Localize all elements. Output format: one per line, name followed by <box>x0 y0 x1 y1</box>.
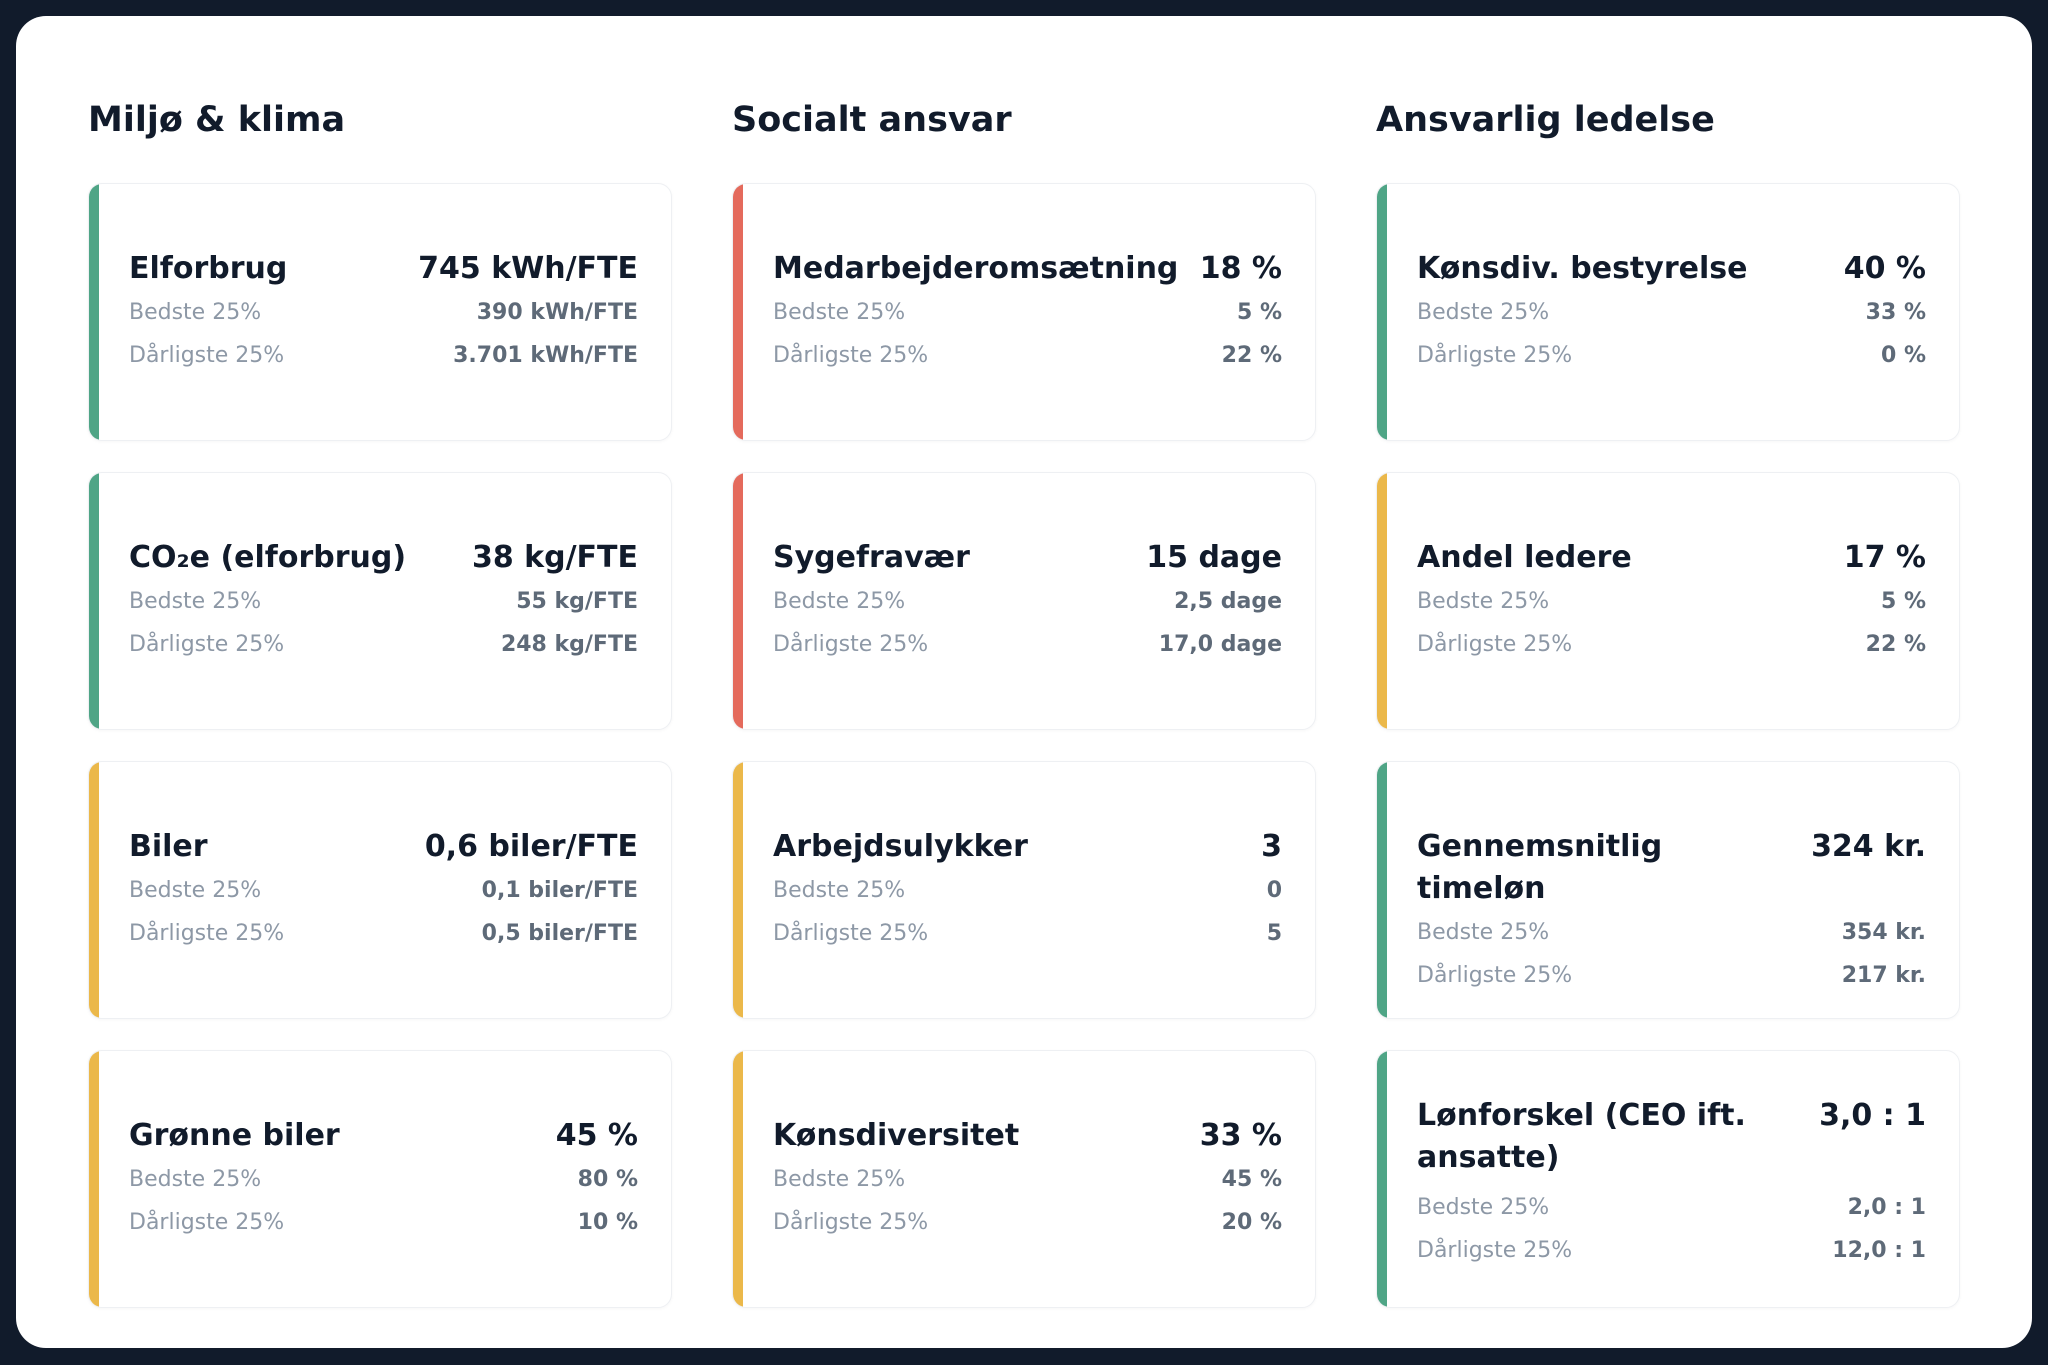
best-value: 0 <box>1266 878 1282 903</box>
metric-name: Gennemsnitlig timeløn <box>1417 829 1663 906</box>
metric-name: Elforbrug <box>129 251 288 286</box>
metric-value: 17 % <box>1843 540 1926 575</box>
metric-card-andel-ledere[interactable]: Andel ledere 17 % Bedste 25% 5 % Dårligste… <box>1376 472 1960 730</box>
best-label: Bedste 25% <box>1417 1195 1550 1220</box>
best-label: Bedste 25% <box>773 589 906 614</box>
column-title: Miljø & klima <box>88 100 346 140</box>
metric-card-arbejdsulykker[interactable]: Arbejdsulykker 3 Bedste 25% 0 Dårligste 25… <box>732 761 1316 1019</box>
best-label: Bedste 25% <box>773 878 906 903</box>
worst-label: Dårligste 25% <box>773 632 929 657</box>
metric-value: 45 % <box>555 1118 638 1153</box>
worst-label: Dårligste 25% <box>129 343 285 368</box>
metric-name: Grønne biler <box>129 1118 340 1153</box>
card-list: Kønsdiv. bestyrelse 40 % Bedste 25% 33 % D… <box>1376 183 1960 1308</box>
best-value: 2,0 : 1 <box>1847 1195 1926 1220</box>
column-title: Socialt ansvar <box>732 100 1012 140</box>
metric-card-loenforskel[interactable]: Lønforskel (CEO ift. ansatte) 3,0 : 1 Bed… <box>1376 1050 1960 1308</box>
best-value: 45 % <box>1221 1167 1282 1192</box>
worst-label: Dårligste 25% <box>1417 963 1573 988</box>
worst-value: 3.701 kWh/FTE <box>453 343 638 368</box>
best-label: Bedste 25% <box>773 1167 906 1192</box>
best-value: 80 % <box>577 1167 638 1192</box>
metric-card-sygefravaer[interactable]: Sygefravær 15 dage Bedste 25% 2,5 dage Dår… <box>732 472 1316 730</box>
metric-value: 15 dage <box>1146 540 1282 575</box>
metric-value: 324 kr. <box>1811 829 1926 864</box>
worst-value: 5 <box>1266 921 1282 946</box>
metric-name: Andel ledere <box>1417 540 1632 575</box>
worst-label: Dårligste 25% <box>1417 632 1573 657</box>
metric-name: Kønsdiversitet <box>773 1118 1020 1153</box>
worst-label: Dårligste 25% <box>1417 1238 1573 1263</box>
worst-value: 10 % <box>577 1210 638 1235</box>
worst-label: Dårligste 25% <box>129 1210 285 1235</box>
best-label: Bedste 25% <box>129 300 262 325</box>
metric-name: Medarbejderomsætning <box>773 251 1179 286</box>
metric-name: Lønforskel (CEO ift. ansatte) <box>1417 1098 1746 1175</box>
best-label: Bedste 25% <box>129 589 262 614</box>
metric-card-timeloen[interactable]: Gennemsnitlig timeløn 324 kr. Bedste 25% 3… <box>1376 761 1960 1019</box>
worst-label: Dårligste 25% <box>773 343 929 368</box>
worst-value: 22 % <box>1221 343 1282 368</box>
metric-name: Kønsdiv. bestyrelse <box>1417 251 1748 286</box>
card-list: Medarbejderomsætning 18 % Bedste 25% 5 % D… <box>732 183 1316 1308</box>
metric-value: 0,6 biler/FTE <box>424 829 638 864</box>
worst-value: 248 kg/FTE <box>500 632 638 657</box>
best-value: 55 kg/FTE <box>516 589 638 614</box>
best-value: 0,1 biler/FTE <box>481 878 638 903</box>
best-label: Bedste 25% <box>1417 920 1550 945</box>
metric-card-groenne-biler[interactable]: Grønne biler 45 % Bedste 25% 80 % Dårligst… <box>88 1050 672 1308</box>
worst-value: 0,5 biler/FTE <box>481 921 638 946</box>
best-label: Bedste 25% <box>129 878 262 903</box>
worst-value: 17,0 dage <box>1158 632 1282 657</box>
metric-name: Sygefravær <box>773 540 970 575</box>
metric-value: 745 kWh/FTE <box>418 251 638 286</box>
best-value: 2,5 dage <box>1174 589 1282 614</box>
metric-card-biler[interactable]: Biler 0,6 biler/FTE Bedste 25% 0,1 biler/F… <box>88 761 672 1019</box>
worst-label: Dårligste 25% <box>1417 343 1573 368</box>
metric-value: 18 % <box>1199 251 1282 286</box>
best-value: 5 % <box>1880 589 1926 614</box>
best-label: Bedste 25% <box>1417 300 1550 325</box>
best-label: Bedste 25% <box>773 300 906 325</box>
column-social: Socialt ansvar Medarbejderomsætning 18 % … <box>732 82 1316 1308</box>
best-value: 354 kr. <box>1841 920 1926 945</box>
best-value: 5 % <box>1236 300 1282 325</box>
metric-card-medarbejderomsaetning[interactable]: Medarbejderomsætning 18 % Bedste 25% 5 % D… <box>732 183 1316 441</box>
column-environment: Miljø & klima Elforbrug 745 kWh/FTE Bedst… <box>88 82 672 1308</box>
esg-dashboard-panel: Miljø & klima Elforbrug 745 kWh/FTE Bedst… <box>16 16 2032 1348</box>
best-value: 390 kWh/FTE <box>476 300 638 325</box>
card-list: Elforbrug 745 kWh/FTE Bedste 25% 390 kWh/F… <box>88 183 672 1308</box>
metric-value: 38 kg/FTE <box>471 540 638 575</box>
metric-value: 3,0 : 1 <box>1819 1098 1926 1133</box>
metric-value: 40 % <box>1843 251 1926 286</box>
worst-value: 217 kr. <box>1841 963 1926 988</box>
worst-label: Dårligste 25% <box>773 921 929 946</box>
metric-card-koensdiversitet[interactable]: Kønsdiversitet 33 % Bedste 25% 45 % Dårlig… <box>732 1050 1316 1308</box>
worst-value: 22 % <box>1865 632 1926 657</box>
best-value: 33 % <box>1865 300 1926 325</box>
column-governance: Ansvarlig ledelse Kønsdiv. bestyrelse 40 … <box>1376 82 1960 1308</box>
metric-card-elforbrug[interactable]: Elforbrug 745 kWh/FTE Bedste 25% 390 kWh/F… <box>88 183 672 441</box>
column-title: Ansvarlig ledelse <box>1376 100 1715 140</box>
metric-name: Arbejdsulykker <box>773 829 1028 864</box>
worst-value: 12,0 : 1 <box>1832 1238 1926 1263</box>
metric-value: 33 % <box>1199 1118 1282 1153</box>
worst-value: 0 % <box>1880 343 1926 368</box>
worst-label: Dårligste 25% <box>129 632 285 657</box>
worst-value: 20 % <box>1221 1210 1282 1235</box>
metric-name: CO₂e (elforbrug) <box>129 540 407 575</box>
best-label: Bedste 25% <box>1417 589 1550 614</box>
columns: Miljø & klima Elforbrug 745 kWh/FTE Bedst… <box>88 82 1961 1308</box>
metric-value: 3 <box>1261 829 1282 864</box>
best-label: Bedste 25% <box>129 1167 262 1192</box>
metric-card-koensdiv-bestyrelse[interactable]: Kønsdiv. bestyrelse 40 % Bedste 25% 33 % D… <box>1376 183 1960 441</box>
metric-card-co2e[interactable]: CO₂e (elforbrug) 38 kg/FTE Bedste 25% 55 k… <box>88 472 672 730</box>
worst-label: Dårligste 25% <box>129 921 285 946</box>
metric-name: Biler <box>129 829 208 864</box>
worst-label: Dårligste 25% <box>773 1210 929 1235</box>
